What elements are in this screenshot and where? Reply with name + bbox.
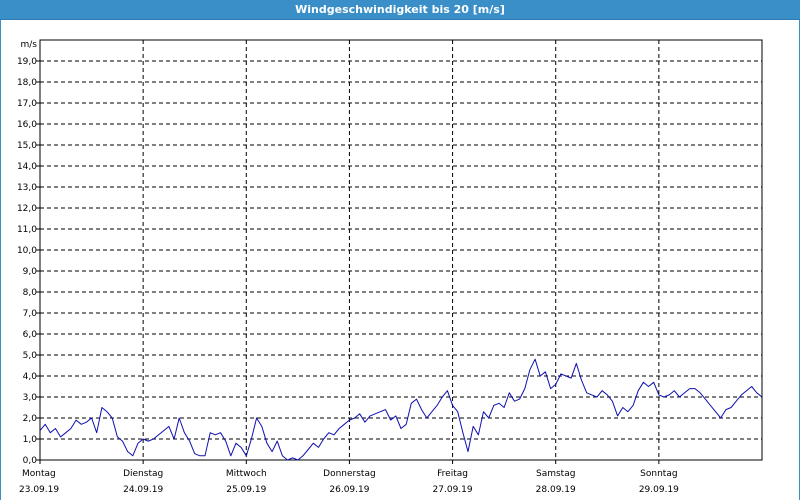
y-tick-label: 4,0 bbox=[23, 372, 38, 382]
x-tick-day-name: Sonntag bbox=[640, 469, 677, 479]
y-tick-label: 8,0 bbox=[23, 288, 38, 298]
plot-area-border bbox=[39, 39, 763, 461]
y-tick-label: 2,0 bbox=[23, 414, 38, 424]
y-tick-label: 13,0 bbox=[17, 183, 37, 193]
x-tick-date: 29.09.19 bbox=[639, 485, 679, 495]
y-tick-label: 16,0 bbox=[17, 120, 37, 130]
y-tick-label: 10,0 bbox=[17, 246, 37, 256]
chart-title: Windgeschwindigkeit bis 20 [m/s] bbox=[295, 3, 505, 16]
y-tick-label: 15,0 bbox=[17, 141, 37, 151]
x-tick-date: 27.09.19 bbox=[433, 485, 473, 495]
x-tick-date: 28.09.19 bbox=[536, 485, 576, 495]
y-tick-label: 5,0 bbox=[23, 351, 38, 361]
y-tick-label: 1,0 bbox=[23, 435, 38, 445]
x-tick-date: 25.09.19 bbox=[226, 485, 266, 495]
chart-title-bar: Windgeschwindigkeit bis 20 [m/s] bbox=[0, 0, 800, 20]
y-axis-label: m/s bbox=[21, 40, 38, 50]
y-tick-label: 14,0 bbox=[17, 162, 37, 172]
y-tick-label: 11,0 bbox=[17, 225, 37, 235]
wind-speed-series-line bbox=[39, 358, 763, 461]
x-tick-day-name: Samstag bbox=[536, 469, 575, 479]
y-tick-label: 3,0 bbox=[23, 393, 38, 403]
y-tick-label: 18,0 bbox=[17, 78, 37, 88]
y-tick-label: 19,0 bbox=[17, 57, 37, 67]
x-tick-date: 23.09.19 bbox=[19, 485, 59, 495]
y-tick-label: 17,0 bbox=[17, 99, 37, 109]
y-tick-label: 7,0 bbox=[23, 309, 38, 319]
y-tick-label: 6,0 bbox=[23, 330, 38, 340]
x-tick-date: 26.09.19 bbox=[329, 485, 369, 495]
y-tick-label: 9,0 bbox=[23, 267, 38, 277]
x-tick-day-name: Dienstag bbox=[123, 469, 163, 479]
y-tick-label: 12,0 bbox=[17, 204, 37, 214]
y-tick-label: 0,0 bbox=[23, 456, 38, 466]
x-tick-date: 24.09.19 bbox=[123, 485, 163, 495]
x-tick-day-name: Mittwoch bbox=[226, 469, 267, 479]
x-tick-day-name: Freitag bbox=[437, 469, 468, 479]
x-tick-day-name: Montag bbox=[22, 469, 56, 479]
x-tick-day-name: Donnerstag bbox=[323, 469, 376, 479]
